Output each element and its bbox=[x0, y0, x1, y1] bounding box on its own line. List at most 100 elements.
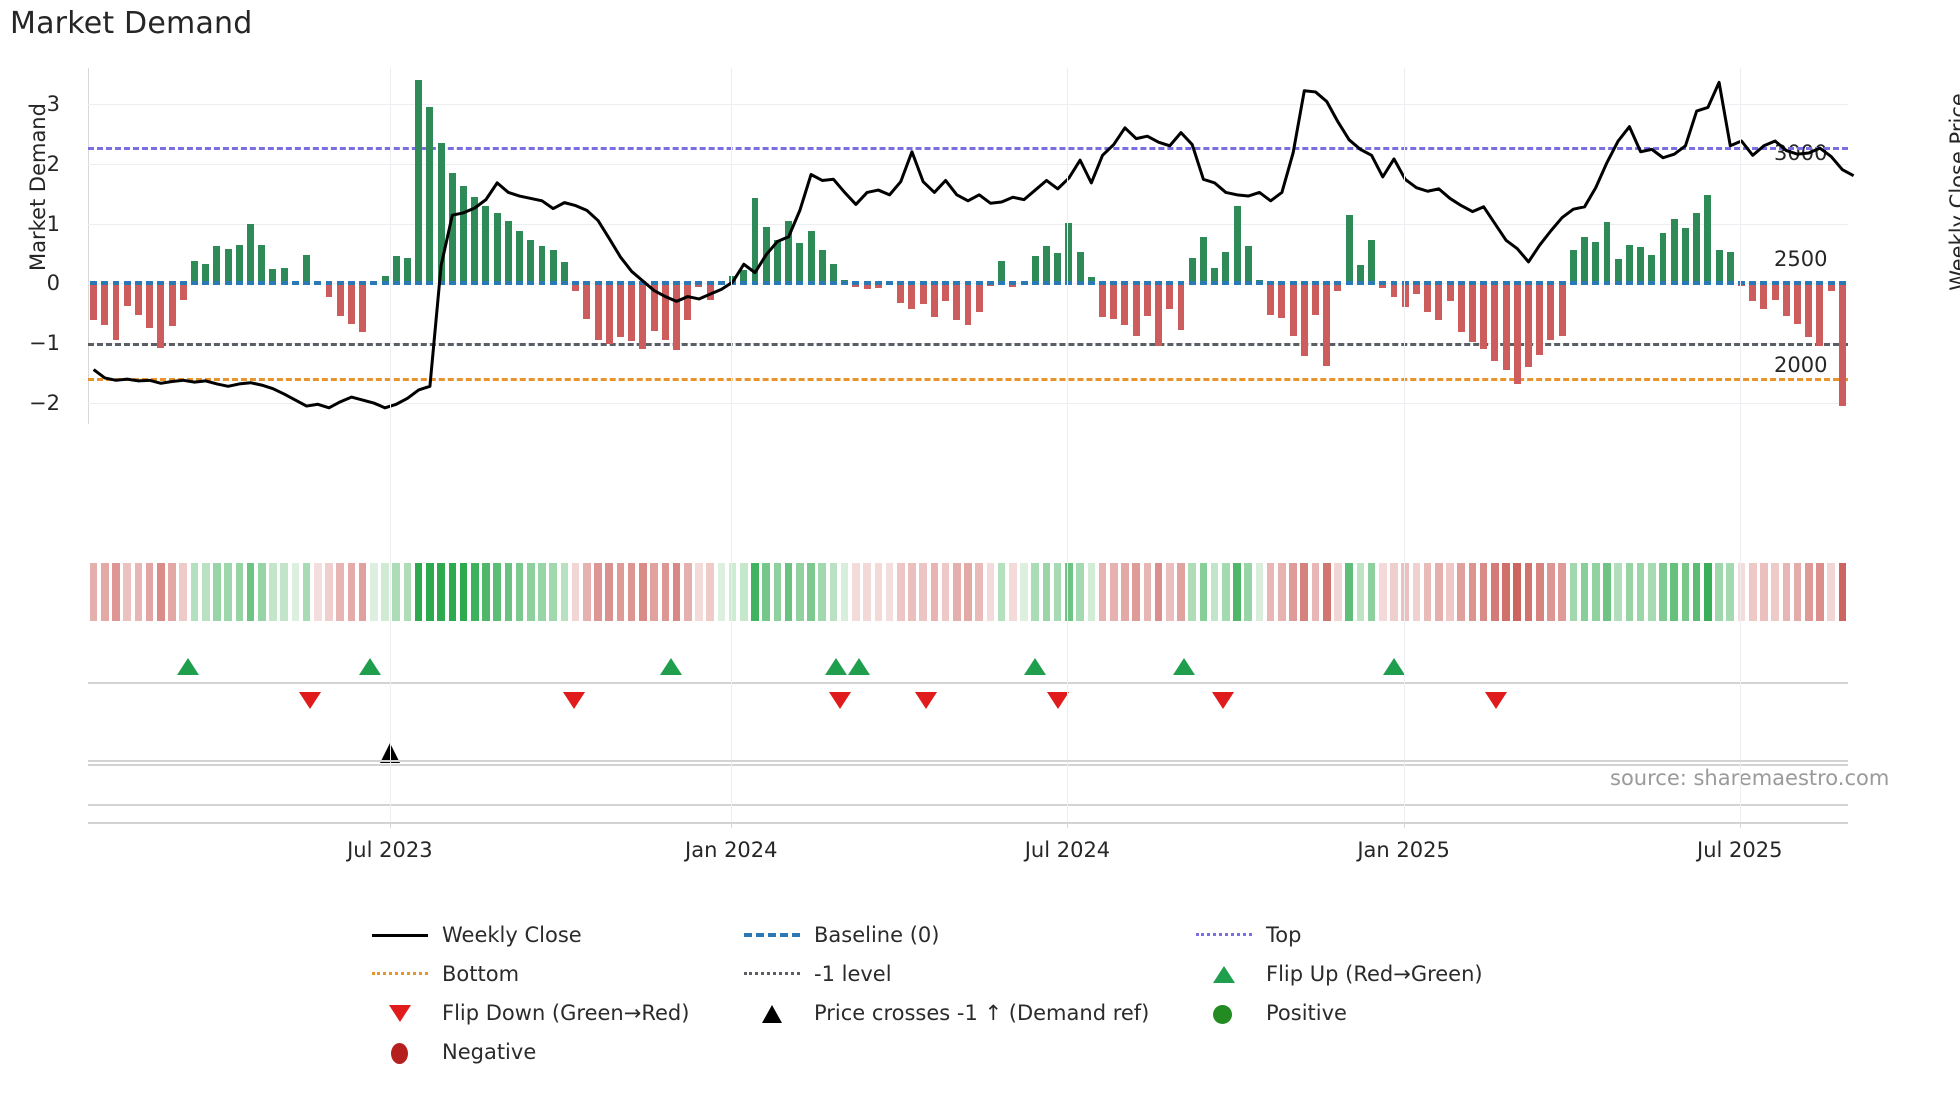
heatmap-cell bbox=[1491, 563, 1499, 621]
legend-item[interactable]: Weekly Close bbox=[370, 920, 742, 950]
baseline-segment bbox=[1289, 281, 1297, 286]
heatmap-cell bbox=[269, 563, 277, 621]
demand-bar-negative bbox=[347, 283, 355, 325]
heatmap-cell bbox=[1636, 563, 1645, 621]
baseline-segment bbox=[471, 281, 479, 286]
demand-bar-negative bbox=[964, 283, 972, 326]
heatmap-cell bbox=[616, 563, 625, 621]
baseline-segment bbox=[1592, 281, 1600, 286]
baseline-segment bbox=[291, 281, 299, 286]
demand-bar-positive bbox=[1065, 222, 1073, 284]
baseline-segment bbox=[661, 281, 669, 286]
baseline-segment bbox=[303, 281, 311, 286]
baseline-segment bbox=[908, 281, 916, 286]
heatmap-cell bbox=[908, 563, 916, 621]
heatmap-cell bbox=[1042, 563, 1051, 621]
baseline-segment bbox=[1188, 281, 1196, 286]
demand-bar-positive bbox=[998, 261, 1006, 284]
legend-item-label: Price crosses -1 ↑ (Demand ref) bbox=[814, 1001, 1150, 1025]
demand-bar-negative bbox=[179, 283, 187, 301]
demand-bar-positive bbox=[448, 172, 456, 284]
demand-bar-negative bbox=[1155, 283, 1163, 347]
demand-bar-positive bbox=[1603, 222, 1611, 284]
legend-item[interactable]: Price crosses -1 ↑ (Demand ref) bbox=[742, 998, 1194, 1028]
demand-bar-positive bbox=[1693, 212, 1701, 284]
demand-bar-negative bbox=[134, 283, 142, 315]
baseline-segment bbox=[1805, 281, 1813, 286]
heatmap-cell bbox=[762, 563, 770, 621]
demand-bar-positive bbox=[1569, 250, 1577, 284]
heatmap-cell bbox=[448, 563, 457, 621]
baseline-segment bbox=[639, 281, 647, 286]
demand-bar-negative bbox=[572, 283, 580, 291]
legend-item[interactable]: Top bbox=[1194, 920, 1614, 950]
baseline-segment bbox=[1312, 281, 1319, 286]
demand-bar-positive bbox=[258, 245, 266, 284]
y-axis-right-tick: 2500 bbox=[1774, 246, 1828, 271]
x-axis-tick-mark bbox=[389, 822, 391, 828]
heatmap-cell bbox=[1569, 563, 1578, 621]
demand-bar-positive bbox=[1345, 214, 1353, 284]
baseline-segment bbox=[1424, 281, 1432, 286]
baseline-segment bbox=[1435, 281, 1443, 286]
demand-bar-negative bbox=[650, 283, 658, 332]
heatmap-cell bbox=[302, 563, 311, 621]
heatmap-cell bbox=[941, 563, 950, 621]
legend-item[interactable]: -1 level bbox=[742, 959, 1194, 989]
baseline-segment bbox=[1625, 281, 1633, 286]
legend-item[interactable]: Bottom bbox=[370, 959, 742, 989]
legend-item-label: Baseline (0) bbox=[814, 923, 940, 947]
heatmap-cell bbox=[1524, 563, 1533, 621]
heatmap-cell bbox=[1143, 563, 1152, 621]
demand-bar-positive bbox=[1211, 268, 1219, 284]
demand-bar-negative bbox=[1312, 283, 1319, 315]
demand-bar-positive bbox=[1581, 236, 1589, 284]
demand-bar-positive bbox=[392, 256, 400, 284]
baseline-segment bbox=[930, 281, 938, 286]
heatmap-cell bbox=[1715, 563, 1723, 621]
baseline-segment bbox=[886, 281, 893, 286]
baseline-segment bbox=[964, 281, 972, 286]
baseline-segment bbox=[1659, 281, 1667, 286]
demand-bar-negative bbox=[157, 283, 165, 348]
baseline-segment bbox=[516, 281, 524, 286]
heatmap-cell bbox=[325, 563, 333, 621]
baseline-segment bbox=[1132, 281, 1140, 286]
baseline-segment bbox=[1233, 281, 1241, 286]
heatmap-cell bbox=[1748, 563, 1757, 621]
gridline bbox=[88, 403, 1848, 405]
legend-item[interactable]: Negative bbox=[370, 1037, 742, 1067]
heatmap-cell bbox=[1804, 563, 1813, 621]
heatmap-cell bbox=[1782, 563, 1791, 621]
demand-bar-negative bbox=[1827, 283, 1835, 291]
legend-item[interactable]: Positive bbox=[1194, 998, 1614, 1028]
baseline-segment bbox=[1704, 281, 1712, 286]
baseline-segment bbox=[1502, 281, 1510, 286]
demand-bar-negative bbox=[1267, 283, 1275, 315]
heatmap-cell bbox=[930, 563, 939, 621]
flip-up-marker bbox=[358, 658, 381, 675]
heatmap-cell bbox=[1704, 563, 1712, 621]
heatmap-cell bbox=[852, 563, 860, 621]
baseline-segment bbox=[1637, 281, 1645, 286]
baseline-segment bbox=[594, 281, 602, 286]
demand-bar-negative bbox=[1805, 283, 1813, 338]
demand-bar-positive bbox=[1592, 241, 1600, 284]
weekly-close-line-overlay bbox=[92, 80, 1855, 410]
legend-item[interactable]: Flip Down (Green→Red) bbox=[370, 998, 742, 1028]
heatmap-cell bbox=[1412, 563, 1421, 621]
demand-bar-negative bbox=[1289, 283, 1297, 337]
demand-bar-negative bbox=[874, 283, 882, 289]
baseline-segment bbox=[134, 281, 142, 286]
baseline-segment bbox=[1121, 281, 1129, 286]
baseline-segment bbox=[1547, 281, 1555, 286]
demand-bar-negative bbox=[1379, 283, 1387, 289]
legend-item[interactable]: Flip Up (Red→Green) bbox=[1194, 959, 1614, 989]
demand-bar-negative bbox=[975, 283, 983, 313]
legend-item[interactable]: Baseline (0) bbox=[742, 920, 1194, 950]
demand-bar-negative bbox=[90, 283, 98, 321]
demand-bar-negative bbox=[1771, 283, 1779, 301]
heatmap-cell bbox=[526, 563, 535, 621]
heatmap-cell bbox=[751, 563, 759, 621]
baseline-segment bbox=[1009, 281, 1017, 286]
